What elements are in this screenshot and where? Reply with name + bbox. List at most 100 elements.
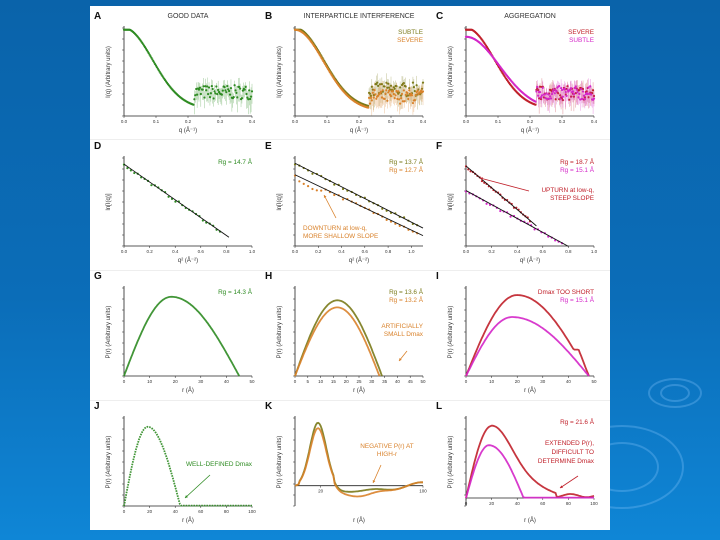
data-point: [393, 97, 396, 100]
data-point: [234, 89, 237, 92]
data-point: [223, 86, 226, 89]
arrow: [479, 177, 530, 192]
data-point: [537, 94, 540, 97]
data-point: [368, 102, 372, 105]
annotation: UPTURN at low-q,: [541, 187, 594, 194]
annotation: WELL-DEFINED Dmax: [186, 461, 253, 468]
x-tick-label: 100: [248, 509, 256, 514]
annotation: MORE SHALLOW SLOPE: [303, 233, 378, 240]
data-point: [196, 93, 199, 96]
data-point: [403, 100, 406, 103]
pr-curve: [465, 444, 594, 499]
data-point: [320, 189, 323, 192]
data-point: [193, 98, 196, 101]
y-axis-label: ln[I(q)]: [277, 193, 283, 210]
x-tick-label: 30: [540, 379, 546, 384]
data-point: [333, 183, 336, 186]
data-point: [388, 89, 391, 92]
y-axis-label: P(r) (Arbitrary units): [448, 436, 454, 489]
annotation: DETERMINE Dmax: [538, 458, 595, 465]
data-point: [541, 86, 544, 89]
data-point: [591, 89, 595, 92]
data-point: [311, 187, 314, 191]
row-divider: [90, 270, 610, 271]
series-subtle: [293, 162, 424, 229]
x-tick-label: 20: [318, 489, 324, 494]
data-point: [227, 88, 230, 91]
x-tick-label: 0.0: [292, 249, 299, 254]
pr-curve: [465, 316, 590, 377]
series-guinier: [122, 163, 230, 238]
series-severe: [293, 174, 424, 237]
data-point: [499, 209, 502, 213]
x-tick-label: 5: [307, 379, 310, 384]
data-point: [590, 93, 593, 96]
x-tick-label: 20: [147, 509, 153, 514]
data-point: [404, 93, 407, 96]
data-point: [534, 103, 537, 106]
fit-line: [465, 165, 537, 227]
data-point: [202, 85, 205, 88]
annotation: Rg = 21.6 Å: [560, 417, 595, 426]
x-tick-label: 10: [147, 379, 153, 384]
series-severe: [294, 427, 423, 498]
data-point: [201, 219, 204, 222]
y-axis-label: I(q) (Arbitrary units): [106, 46, 112, 98]
chart-e: E 0.0 0.2 0.4 0.6 0.8 1.0 q² (Å⁻²) ln[I(q)] Rg = …: [265, 141, 424, 264]
x-tick-label: 0.0: [121, 119, 128, 124]
data-point: [577, 96, 580, 99]
series-good: [123, 295, 240, 377]
x-axis-label: r (Å): [524, 387, 536, 394]
data-point: [578, 92, 581, 95]
series-good: [123, 425, 252, 507]
data-point: [150, 184, 153, 187]
data-point: [416, 89, 419, 93]
data-point: [568, 98, 571, 101]
annotation: SMALL Dmax: [384, 331, 424, 338]
chart-j: J 0 20 40 60 80 100 r (Å) P(r) (Arbitrary units)…: [94, 401, 256, 524]
panel-letter: H: [265, 271, 272, 282]
data-point: [419, 91, 422, 94]
panel-h: H 0 5 10 15 20 25 30 35 40 45 50 r (Å) P(r) (Arbitrar…: [263, 268, 436, 399]
data-point: [236, 96, 239, 99]
data-point: [379, 90, 383, 93]
data-point: [391, 90, 394, 93]
panel-letter: E: [265, 141, 272, 152]
data-point: [544, 96, 547, 100]
panel-letter: C: [436, 11, 443, 22]
series-subtle: [464, 190, 569, 247]
panel-letter: J: [94, 401, 100, 412]
annotation: Rg = 15.1 Å: [560, 295, 595, 304]
chart-h: H 0 5 10 15 20 25 30 35 40 45 50 r (Å) P(r) (Arbitrar…: [265, 271, 426, 394]
data-point: [224, 89, 227, 92]
y-axis-label: I(q) (Arbitrary units): [448, 46, 454, 98]
x-tick-label: 10: [489, 379, 495, 384]
data-point: [372, 96, 375, 99]
x-tick-label: 1.0: [591, 249, 598, 254]
x-tick-label: 0.4: [338, 249, 345, 254]
data-point: [563, 87, 566, 90]
data-point: [387, 82, 390, 85]
row-divider: [90, 400, 610, 401]
data-point: [560, 88, 564, 92]
data-point: [248, 89, 251, 92]
data-point: [407, 97, 410, 101]
y-axis-label: P(r) (Arbitrary units): [106, 436, 112, 489]
data-point: [540, 94, 543, 97]
series-subtle: [465, 444, 594, 499]
data-point: [228, 93, 232, 96]
arrow-head: [480, 177, 483, 181]
x-tick-label: 45: [408, 379, 414, 384]
panel-l: L 0 20 40 60 80 100 r (Å) P(r) (Arbitrary units)…: [434, 398, 607, 529]
x-tick-label: 60: [198, 509, 204, 514]
data-point: [212, 97, 215, 100]
x-tick-label: 0.2: [356, 119, 363, 124]
data-point: [206, 85, 209, 88]
data-point: [534, 100, 537, 103]
x-axis-label: q (Å⁻¹): [179, 127, 197, 134]
y-axis-label: ln[I(q)]: [448, 193, 454, 210]
data-point: [589, 85, 592, 88]
fit-line: [465, 190, 569, 247]
data-point: [573, 86, 576, 90]
panel-letter: L: [436, 401, 442, 412]
